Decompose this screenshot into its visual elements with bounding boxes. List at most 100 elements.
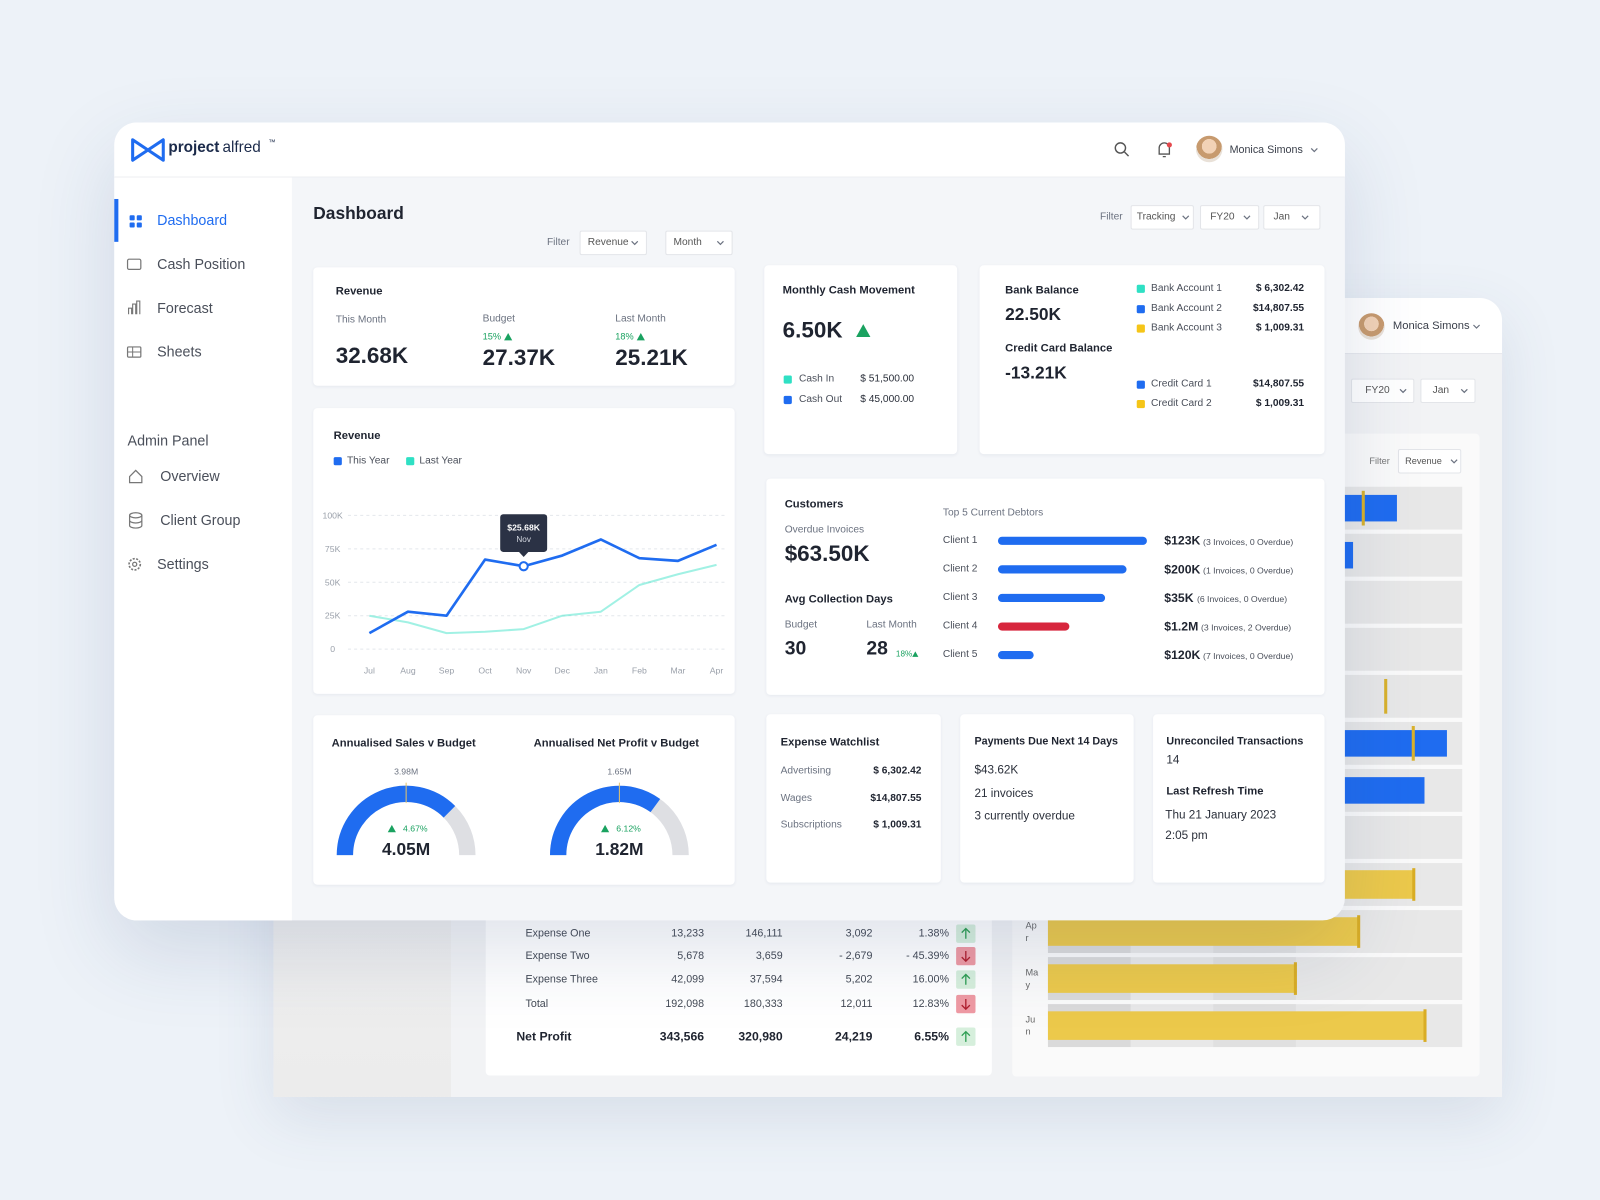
- gauge-change: 6.12%: [616, 823, 641, 834]
- user-name[interactable]: Monica Simons: [1229, 143, 1303, 156]
- expense-label: Subscriptions: [780, 819, 842, 831]
- amount: $14,807.55: [1252, 378, 1305, 390]
- metric-value: $63.50K: [784, 540, 870, 567]
- amount: $14,807.55: [870, 792, 922, 805]
- cell: - 2,679: [839, 949, 873, 962]
- debtor-amount: $120K: [1164, 647, 1201, 663]
- debtor-bar: [997, 593, 1106, 603]
- client-name: Client 2: [942, 563, 978, 575]
- card: [960, 714, 1134, 883]
- card-title: Expense Watchlist: [780, 736, 880, 749]
- account-name: Bank Account 1: [1151, 282, 1222, 294]
- filter-value[interactable]: Revenue: [587, 236, 629, 248]
- metric-change: 18%: [895, 649, 913, 659]
- search-icon: [1114, 142, 1127, 154]
- client-name: Client 3: [942, 591, 978, 604]
- nav-item[interactable]: Cash Position: [157, 255, 246, 273]
- avatar[interactable]: [1195, 135, 1223, 163]
- client-name: Client 4: [942, 620, 978, 632]
- up-triangle-icon: [504, 333, 513, 341]
- card-title: Payments Due Next 14 Days: [974, 735, 1119, 748]
- user-name[interactable]: Monica Simons: [1392, 319, 1470, 333]
- filter-dropdown[interactable]: [1263, 205, 1321, 230]
- nav-item[interactable]: Sheets: [157, 343, 202, 360]
- avatar: [1358, 313, 1385, 340]
- legend-label: Cash In: [798, 373, 835, 385]
- card: [764, 265, 958, 455]
- metric-label: This Month: [335, 314, 387, 326]
- filter-value[interactable]: FY20: [1210, 211, 1235, 223]
- account-name: Bank Account 3: [1151, 322, 1222, 334]
- cell: 3,092: [845, 927, 873, 940]
- nav-item[interactable]: Forecast: [157, 299, 213, 316]
- cell: 5,678: [677, 949, 705, 962]
- filter-value[interactable]: Tracking: [1136, 211, 1176, 223]
- cell: 1.38%: [918, 927, 949, 940]
- x-tick-label: Oct: [478, 665, 492, 676]
- client-name: Client 5: [942, 648, 978, 661]
- cell: 5,202: [845, 973, 873, 986]
- nav-item[interactable]: Overview: [160, 467, 220, 485]
- row-label: Total: [525, 997, 549, 1010]
- row-label: Expense Two: [525, 949, 590, 962]
- nav-item[interactable]: Client Group: [160, 511, 241, 529]
- section-title: Top 5 Current Debtors: [942, 507, 1044, 519]
- gauge-target-label: 3.98M: [394, 766, 419, 777]
- logo-icon: [131, 138, 165, 162]
- amount: $ 1,009.31: [1255, 322, 1305, 334]
- amount: $ 51,500.00: [860, 373, 915, 385]
- cell: 192,098: [665, 997, 705, 1010]
- account-name: Credit Card 2: [1151, 397, 1212, 410]
- cell: 180,333: [743, 997, 783, 1010]
- database-icon: [128, 512, 143, 519]
- bar: [1047, 964, 1296, 993]
- chart-title: Revenue: [333, 430, 381, 443]
- amount: $ 45,000.00: [860, 393, 915, 406]
- settings-icon: [128, 557, 142, 571]
- card-title: Last Refresh Time: [1166, 785, 1264, 798]
- filter-dropdown[interactable]: [665, 230, 733, 256]
- y-tick-label: 75K: [324, 543, 341, 554]
- cell: 13,233: [671, 927, 705, 940]
- y-tick-label: 50K: [324, 577, 341, 588]
- filter-value[interactable]: Jan: [1273, 211, 1290, 223]
- card-title: Annualised Net Profit v Budget: [533, 737, 699, 750]
- x-tick-label: Mar: [670, 665, 686, 676]
- cell: 343,566: [659, 1029, 705, 1044]
- debtor-amount: $123K: [1164, 533, 1201, 548]
- row-label: Expense One: [525, 927, 591, 940]
- card: [766, 714, 941, 883]
- trend-arrow: [961, 927, 971, 939]
- sheets-icon: [127, 346, 141, 358]
- account-name: Credit Card 1: [1151, 378, 1212, 390]
- nav-item[interactable]: Settings: [157, 555, 209, 573]
- table-card: [485, 897, 992, 1076]
- card: [979, 265, 1325, 455]
- settings-icon: [132, 561, 138, 567]
- debtor-amount: $200K: [1164, 562, 1201, 577]
- metric-value: 14: [1166, 754, 1180, 767]
- up-triangle-icon: [601, 824, 610, 833]
- x-tick-label: Apr: [709, 665, 724, 676]
- card-title: Bank Balance: [1005, 284, 1079, 297]
- card-title: Avg Collection Days: [784, 593, 893, 606]
- line-series: [369, 563, 717, 635]
- card-title: Revenue: [335, 285, 383, 298]
- x-tick-label: Nov: [515, 665, 532, 676]
- y-tick-label: 25K: [324, 610, 341, 621]
- search-icon: [1123, 151, 1130, 157]
- sidebar: [114, 177, 292, 921]
- metric-value: 32.68K: [335, 342, 409, 369]
- cell: 42,099: [671, 973, 705, 986]
- cell: 12.83%: [912, 997, 949, 1010]
- filter-dropdown[interactable]: [1199, 205, 1260, 230]
- filter-dropdown[interactable]: [1397, 448, 1462, 474]
- nav-item[interactable]: Dashboard: [157, 211, 228, 229]
- metric-value: 22.50K: [1005, 304, 1062, 325]
- filter-value[interactable]: Month: [673, 236, 702, 248]
- card-title: Unreconciled Transactions: [1166, 735, 1304, 748]
- bar: [1047, 1011, 1426, 1040]
- up-triangle-icon: [387, 824, 396, 833]
- target-marker: [1384, 678, 1388, 714]
